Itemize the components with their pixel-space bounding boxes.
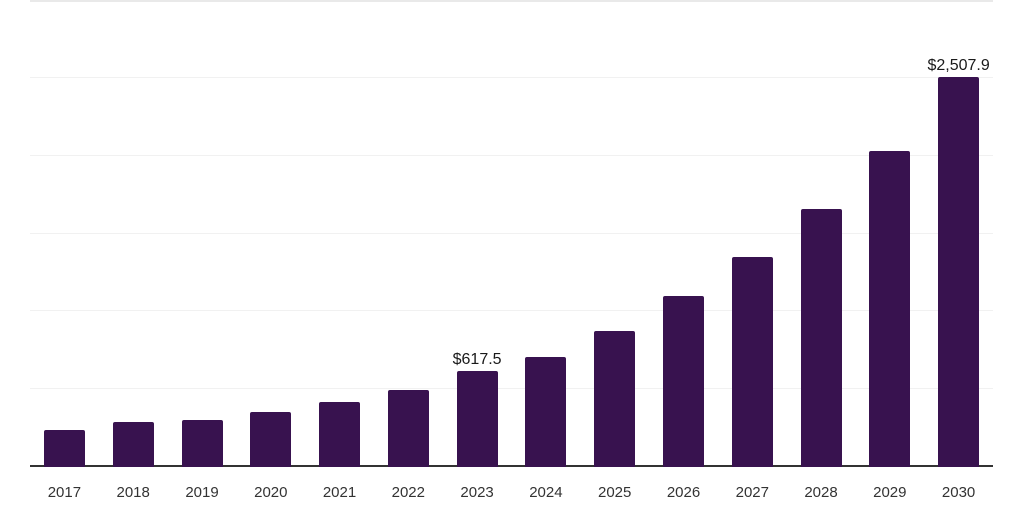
- x-tick-2022: 2022: [391, 484, 425, 501]
- data-label-2023: $617.5: [452, 350, 502, 368]
- bar-2017: [43, 430, 85, 467]
- x-tick-2028: 2028: [804, 484, 838, 501]
- bar-2029: [869, 150, 911, 467]
- gridline: [30, 155, 993, 156]
- bar-2025: [594, 330, 636, 467]
- x-tick-2027: 2027: [735, 484, 769, 501]
- bar-2030: [938, 76, 980, 467]
- bar-2024: [525, 356, 567, 467]
- x-tick-2024: 2024: [529, 484, 563, 501]
- x-tick-2020: 2020: [254, 484, 288, 501]
- x-tick-2026: 2026: [666, 484, 701, 501]
- plot-top-gridline: [30, 0, 993, 2]
- gridline: [30, 310, 993, 311]
- x-tick-2025: 2025: [598, 484, 632, 501]
- bar-2026: [663, 295, 704, 467]
- data-label-2030: $2,507.9: [927, 56, 990, 74]
- bar-2027: [731, 256, 773, 467]
- bar-2021: [319, 402, 360, 467]
- x-tick-2030: 2030: [941, 484, 976, 501]
- x-tick-2023: 2023: [460, 484, 494, 501]
- bar-2022: [387, 390, 429, 467]
- bar-2023: [456, 370, 498, 467]
- gridline: [30, 233, 993, 234]
- gridline: [30, 388, 993, 389]
- x-tick-2019: 2019: [185, 484, 219, 501]
- x-axis-line: [30, 465, 993, 467]
- x-tick-2029: 2029: [873, 484, 907, 501]
- bar-2020: [250, 412, 292, 467]
- x-tick-2018: 2018: [116, 484, 150, 501]
- plot-area: $617.5 $2,507.9: [30, 0, 993, 467]
- bar-2028: [800, 209, 842, 467]
- bar-2019: [181, 419, 223, 467]
- x-tick-2017: 2017: [47, 484, 82, 501]
- bar-2018: [112, 421, 154, 467]
- x-tick-2021: 2021: [322, 484, 357, 501]
- gridline: [30, 77, 993, 78]
